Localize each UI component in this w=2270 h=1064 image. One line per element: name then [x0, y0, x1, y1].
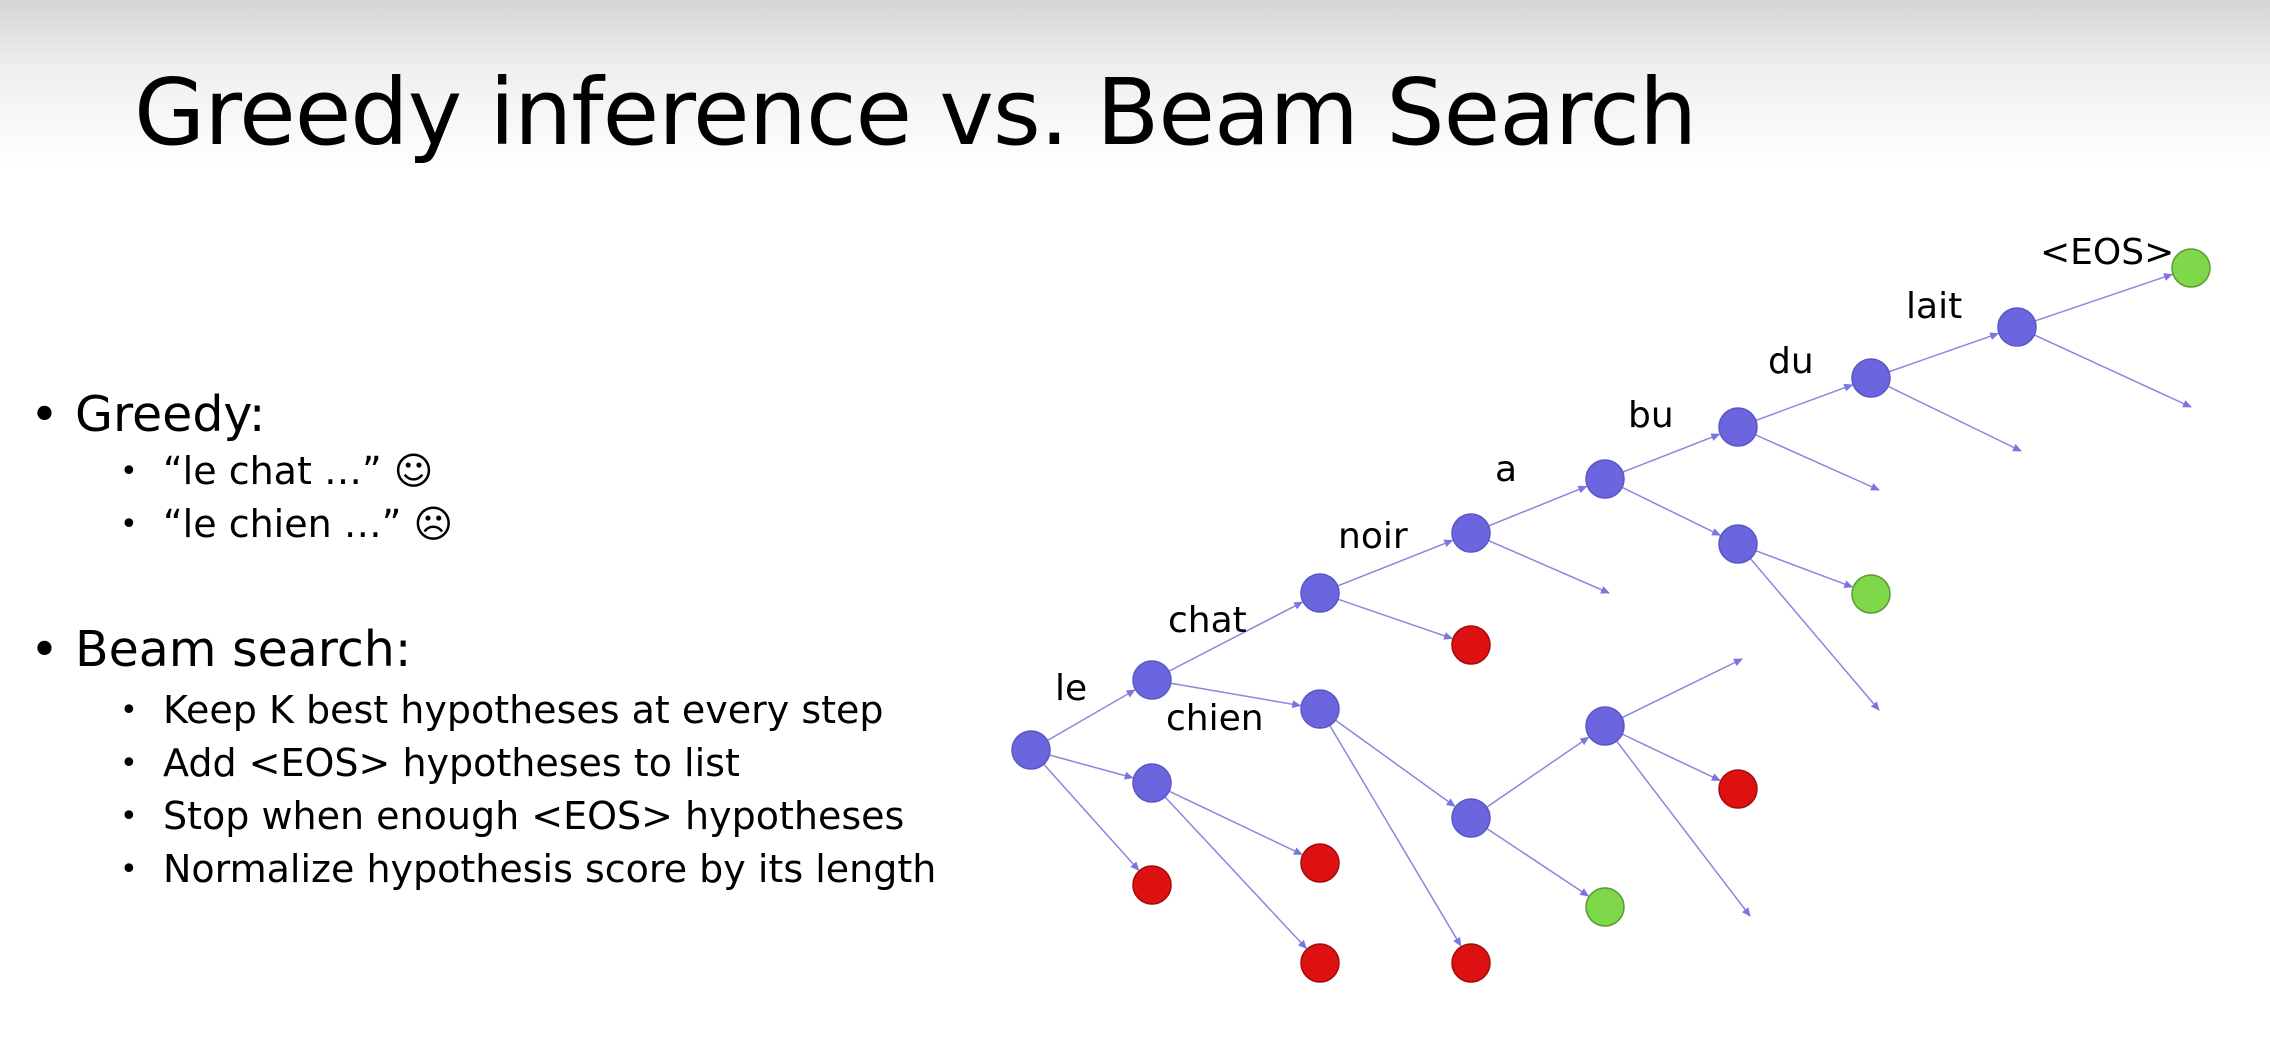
tree-edge [1621, 733, 1721, 782]
tree-edge [1329, 724, 1462, 947]
tree-edge [1486, 736, 1590, 808]
tree-edge [1622, 433, 1721, 473]
tree-node-active [1132, 660, 1172, 700]
tree-node-pruned [1132, 865, 1172, 905]
tree-node-active [1585, 706, 1625, 746]
tree-edge [2033, 334, 2192, 408]
tree-edge [2034, 273, 2174, 322]
word-label-le: le [1055, 668, 1087, 709]
tree-edge [1755, 383, 1854, 422]
slide-header-background [0, 0, 2270, 170]
tree-edge [1488, 485, 1588, 527]
tree-node-active [1451, 513, 1491, 553]
tree-edge [1621, 658, 1743, 719]
beam-point-keep-k: Keep K best hypotheses at every step [30, 684, 936, 737]
tree-edge [1621, 486, 1721, 536]
word-label-chien: chien [1166, 698, 1264, 739]
tree-node-active [1718, 407, 1758, 447]
tree-edges [1043, 273, 2192, 950]
tree-edge [1749, 557, 1880, 711]
tree-word-labels: le chat chien noir a bu du lait <EOS> [1055, 232, 2174, 739]
tree-node-active [1011, 730, 1051, 770]
beam-point-add-eos: Add <EOS> hypotheses to list [30, 737, 936, 790]
tree-node-active [1132, 763, 1172, 803]
tree-node-eos [2171, 248, 2211, 288]
tree-edge [1615, 740, 1751, 917]
tree-edge [1755, 434, 1880, 491]
word-label-eos: <EOS> [2040, 232, 2174, 273]
tree-node-active [1300, 573, 1340, 613]
tree-node-active [1718, 524, 1758, 564]
tree-edge [1168, 790, 1303, 856]
greedy-heading: Greedy: [30, 385, 453, 445]
tree-node-pruned [1718, 769, 1758, 809]
tree-edge [1337, 598, 1454, 640]
tree-edge [1755, 549, 1854, 588]
tree-node-active [1851, 358, 1891, 398]
tree-edge [1334, 719, 1456, 807]
tree-edge [1488, 539, 1610, 594]
tree-node-active [1585, 459, 1625, 499]
tree-node-pruned [1451, 943, 1491, 983]
tree-node-eos [1585, 887, 1625, 927]
tree-node-pruned [1300, 943, 1340, 983]
tree-edge [1049, 754, 1134, 780]
greedy-example-chien: “le chien …” ☹ [30, 498, 453, 551]
word-label-chat: chat [1168, 600, 1247, 641]
tree-node-eos [1851, 574, 1891, 614]
greedy-example-chat: “le chat …” ☺ [30, 445, 453, 498]
tree-edge [1168, 601, 1304, 672]
tree-node-pruned [1451, 625, 1491, 665]
tree-edge [1170, 682, 1302, 709]
tree-edge [1043, 763, 1140, 871]
beam-section: Beam search: Keep K best hypotheses at e… [30, 620, 936, 896]
greedy-section: Greedy: “le chat …” ☺ “le chien …” ☹ [30, 385, 453, 551]
tree-node-active [1451, 798, 1491, 838]
tree-edge [1164, 796, 1308, 950]
tree-node-active [1300, 689, 1340, 729]
word-label-du: du [1768, 341, 1814, 382]
tree-edge [1337, 539, 1454, 587]
slide-title: Greedy inference vs. Beam Search [134, 59, 1697, 166]
word-label-bu: bu [1628, 395, 1674, 436]
tree-edge [1887, 385, 2022, 452]
word-label-a: a [1495, 449, 1517, 490]
tree-edge [1047, 689, 1136, 742]
word-label-noir: noir [1338, 516, 1408, 557]
tree-edge [1486, 827, 1590, 897]
beam-heading: Beam search: [30, 620, 936, 680]
tree-edge [1888, 332, 2000, 373]
tree-nodes [1011, 248, 2211, 983]
tree-node-pruned [1300, 843, 1340, 883]
word-label-lait: lait [1906, 286, 1962, 327]
tree-node-active [1997, 307, 2037, 347]
beam-point-stop: Stop when enough <EOS> hypotheses [30, 790, 936, 843]
beam-point-normalize: Normalize hypothesis score by its length [30, 843, 936, 896]
